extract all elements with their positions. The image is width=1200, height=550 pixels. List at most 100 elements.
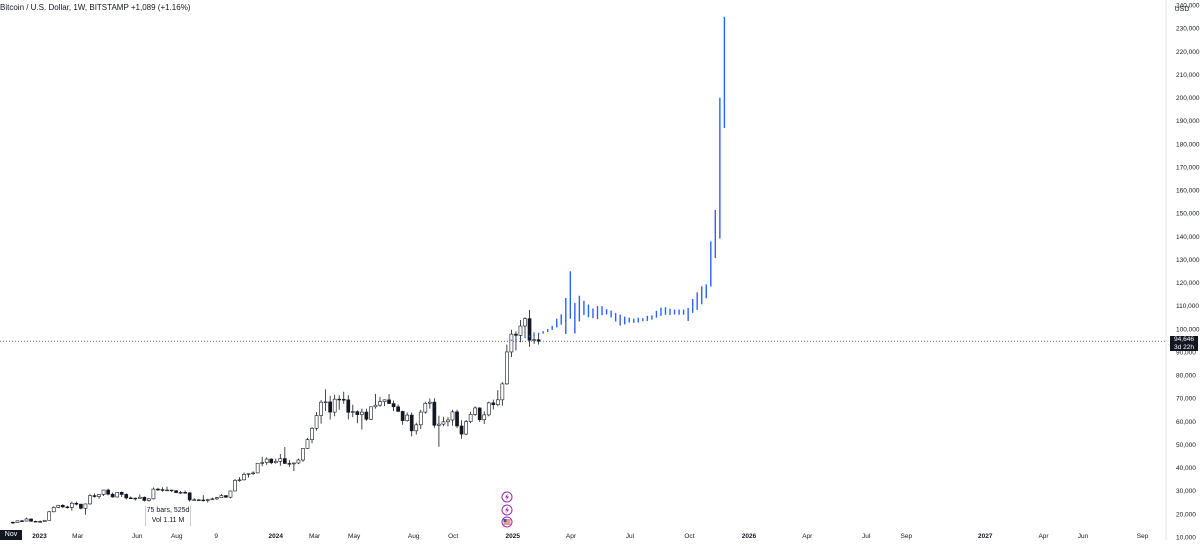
candle-body-up — [278, 458, 283, 462]
x-tick-label: 2026 — [742, 533, 757, 540]
candle-body-down — [355, 411, 360, 415]
candle-body-down — [341, 399, 346, 401]
x-tick-label: Oct — [684, 533, 694, 540]
candle-body-down — [459, 425, 464, 435]
candle — [151, 487, 156, 500]
candle — [264, 457, 269, 465]
candle — [428, 398, 432, 409]
candle — [437, 415, 441, 447]
candle — [20, 519, 24, 522]
lightning-glyph — [505, 493, 509, 501]
candle-body-down — [527, 318, 532, 341]
y-tick-label: 240,000 — [1176, 3, 1200, 10]
currency-label[interactable]: USD — [1174, 6, 1190, 13]
candle — [296, 458, 301, 465]
candle-body-up — [233, 480, 237, 492]
candle — [405, 412, 410, 422]
candle-body-down — [328, 401, 332, 413]
candle — [251, 471, 255, 476]
candle — [169, 489, 174, 492]
candle — [495, 390, 500, 407]
candle — [137, 494, 142, 499]
candle — [414, 422, 419, 435]
candle — [47, 511, 52, 521]
candle — [305, 438, 310, 449]
candle-body-up — [414, 424, 419, 432]
candle — [219, 493, 224, 498]
candle-body-up — [464, 421, 468, 435]
x-tick-label: 2023 — [32, 533, 47, 540]
candle — [500, 382, 505, 406]
candle-body-down — [92, 495, 97, 497]
candle-body-down — [142, 496, 147, 501]
y-tick-label: 150,000 — [1176, 211, 1200, 218]
lightning-icon[interactable] — [501, 504, 513, 516]
candle-body-down — [79, 503, 83, 509]
candle — [350, 404, 355, 418]
candle — [373, 393, 378, 409]
y-tick-label: 220,000 — [1176, 49, 1200, 56]
candle — [56, 504, 61, 509]
candle — [355, 410, 360, 424]
candle-body-down — [183, 492, 187, 494]
candle — [192, 498, 197, 501]
candle-body-up — [523, 318, 527, 327]
y-tick-label: 30,000 — [1176, 488, 1196, 495]
candle — [282, 447, 287, 465]
candle-body-up — [405, 414, 410, 421]
candle-body-down — [174, 490, 178, 493]
candle-body-up — [468, 414, 473, 422]
candle-body-up — [505, 351, 509, 385]
candle-body-down — [65, 506, 70, 509]
candle-body-down — [33, 520, 38, 523]
candle-body-up — [450, 411, 455, 421]
candle — [509, 329, 514, 358]
us-flag-icon[interactable] — [501, 516, 513, 528]
candle-body-up — [264, 458, 269, 463]
candle-body-up — [147, 498, 151, 501]
x-tick-label: Mar — [72, 533, 84, 540]
candle-body-up — [83, 503, 88, 509]
x-tick-label: 2027 — [978, 533, 993, 540]
candle-body-up — [486, 402, 491, 416]
candle-body-up — [151, 488, 156, 500]
candle — [178, 490, 183, 494]
candle — [423, 401, 428, 414]
lightning-icon[interactable] — [501, 491, 513, 503]
candle-body-down — [514, 333, 518, 336]
candle-body-up — [242, 474, 246, 481]
candle — [106, 488, 110, 496]
candle-body-up — [423, 403, 428, 413]
y-tick-label: 70,000 — [1176, 396, 1196, 403]
candle — [486, 401, 491, 417]
candle-body-down — [400, 411, 405, 421]
symbol-header: Bitcoin / U.S. Dollar, 1W, BITSTAMP +1,0… — [0, 3, 190, 12]
y-tick-label: 190,000 — [1176, 118, 1200, 125]
candle — [523, 317, 527, 337]
candle — [142, 496, 147, 502]
candle-body-up — [473, 407, 477, 415]
candle — [341, 391, 346, 404]
candle-body-up — [246, 473, 251, 475]
candle — [382, 399, 387, 407]
candle — [391, 400, 396, 411]
lightning-glyph — [505, 506, 509, 514]
candle-body-down — [201, 499, 206, 502]
candle — [491, 399, 496, 410]
y-tick-label: 180,000 — [1176, 141, 1200, 148]
candle — [88, 494, 92, 505]
candle — [532, 332, 536, 344]
y-tick-label: 140,000 — [1176, 234, 1200, 241]
candle — [42, 519, 47, 523]
candle — [269, 458, 274, 465]
candle — [378, 396, 382, 407]
candle-body-up — [437, 423, 441, 426]
candle-body-down — [536, 339, 541, 342]
candle — [278, 453, 283, 466]
x-tick-label: May — [348, 533, 361, 540]
y-tick-label: 40,000 — [1176, 465, 1196, 472]
candle — [310, 427, 314, 444]
x-tick-label: Aug — [408, 533, 420, 540]
